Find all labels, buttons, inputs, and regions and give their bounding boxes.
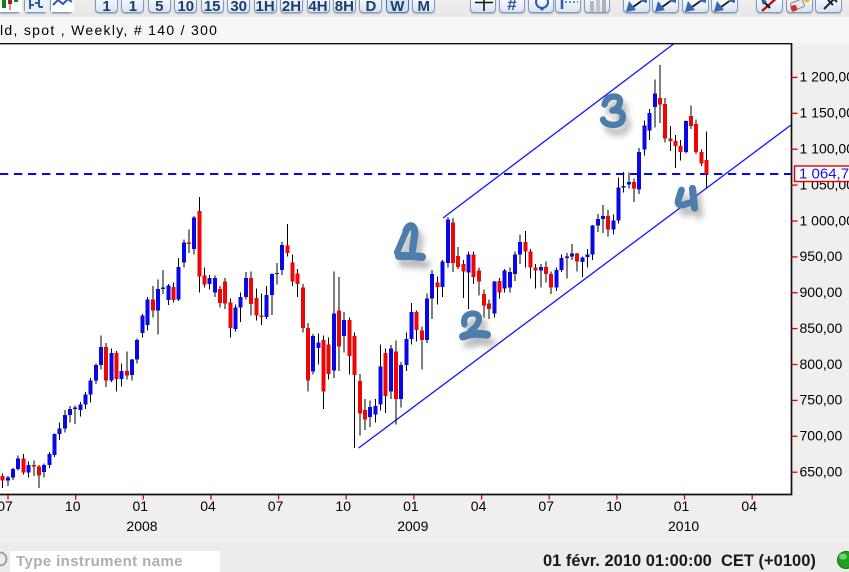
svg-text:04: 04	[471, 498, 487, 514]
svg-text:1 064,7: 1 064,7	[799, 166, 849, 183]
svg-text:01: 01	[403, 498, 419, 514]
svg-text:650,00: 650,00	[800, 464, 843, 480]
svg-text:800,00: 800,00	[800, 356, 843, 372]
svg-text:1 100,00: 1 100,00	[800, 141, 849, 157]
svg-text:750,00: 750,00	[800, 392, 843, 408]
svg-text:10: 10	[606, 498, 622, 514]
svg-text:07: 07	[268, 498, 284, 514]
svg-text:950,00: 950,00	[800, 248, 843, 264]
svg-text:10: 10	[335, 498, 351, 514]
svg-text:850,00: 850,00	[800, 320, 843, 336]
svg-text:10: 10	[65, 498, 81, 514]
svg-text:2009: 2009	[397, 518, 428, 534]
svg-text:700,00: 700,00	[800, 428, 843, 444]
svg-text:2008: 2008	[126, 518, 157, 534]
svg-text:2010: 2010	[668, 518, 699, 534]
svg-text:1 000,00: 1 000,00	[800, 212, 849, 228]
svg-text:1 200,00: 1 200,00	[800, 69, 849, 85]
svg-text:01: 01	[674, 498, 690, 514]
svg-text:01: 01	[133, 498, 149, 514]
svg-text:07: 07	[0, 498, 13, 514]
svg-text:04: 04	[741, 498, 757, 514]
svg-text:07: 07	[538, 498, 554, 514]
svg-text:04: 04	[200, 498, 216, 514]
svg-text:900,00: 900,00	[800, 284, 843, 300]
svg-text:1 150,00: 1 150,00	[800, 105, 849, 121]
